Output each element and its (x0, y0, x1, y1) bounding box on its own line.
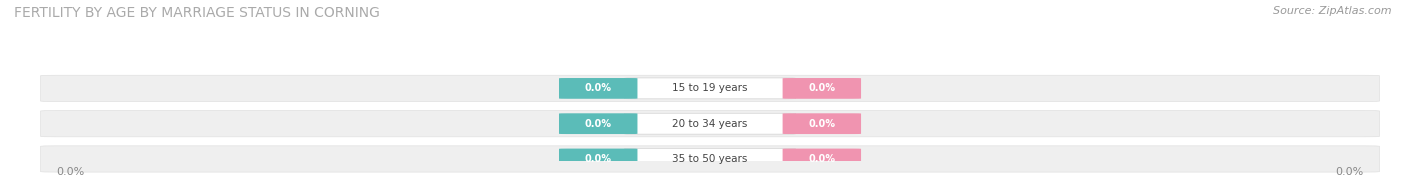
FancyBboxPatch shape (624, 149, 796, 169)
FancyBboxPatch shape (783, 113, 860, 134)
Text: Source: ZipAtlas.com: Source: ZipAtlas.com (1274, 6, 1392, 16)
FancyBboxPatch shape (783, 149, 860, 169)
Text: 0.0%: 0.0% (585, 154, 612, 164)
FancyBboxPatch shape (560, 113, 637, 134)
Legend: Married, Unmarried: Married, Unmarried (634, 194, 786, 196)
Text: 15 to 19 years: 15 to 19 years (672, 83, 748, 93)
FancyBboxPatch shape (624, 113, 796, 134)
FancyBboxPatch shape (624, 78, 796, 99)
FancyBboxPatch shape (560, 149, 637, 169)
FancyBboxPatch shape (41, 75, 1379, 102)
FancyBboxPatch shape (783, 78, 860, 99)
FancyBboxPatch shape (560, 78, 637, 99)
Text: 0.0%: 0.0% (808, 154, 835, 164)
Text: 35 to 50 years: 35 to 50 years (672, 154, 748, 164)
FancyBboxPatch shape (41, 146, 1379, 172)
Text: 0.0%: 0.0% (808, 83, 835, 93)
Text: 0.0%: 0.0% (56, 167, 84, 178)
Text: 0.0%: 0.0% (808, 119, 835, 129)
Text: 0.0%: 0.0% (585, 83, 612, 93)
Text: 0.0%: 0.0% (585, 119, 612, 129)
Text: 0.0%: 0.0% (1336, 167, 1364, 178)
Text: 20 to 34 years: 20 to 34 years (672, 119, 748, 129)
Text: FERTILITY BY AGE BY MARRIAGE STATUS IN CORNING: FERTILITY BY AGE BY MARRIAGE STATUS IN C… (14, 6, 380, 20)
FancyBboxPatch shape (41, 111, 1379, 137)
